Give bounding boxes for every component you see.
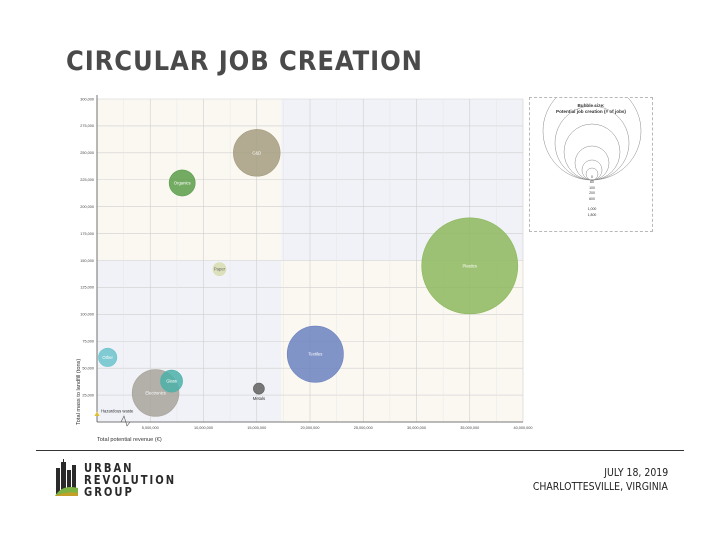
page-title: CIRCULAR JOB CREATION [66,46,423,77]
label-other: Other [102,355,113,360]
bubbles [94,129,519,417]
bubble-c-d [233,129,281,177]
urban-revolution-logo [55,459,78,496]
brand-line-group: GROUP [84,484,134,499]
axis-break-mark [120,415,131,427]
x-tick-label: 35,000,000 [460,426,479,430]
legend-subtitle: Potential job creation (# of jobs) [556,109,626,114]
x-tick-label: 40,000,000 [513,426,532,430]
tick-labels: 5,000,000 10,000,000 15,000,000 20,000,000 2… [80,97,532,430]
brand-line-revolution: REVOLUTION [84,472,177,487]
x-tick-label: 5,000,000 [142,426,159,430]
label-textiles: Textiles [308,352,322,357]
y-tick-label: 300,000 [80,97,94,101]
legend-circle-zero [591,179,593,181]
y-tick-label: 125,000 [80,286,94,290]
y-tick-label: 75,000 [82,340,94,344]
x-tick-label: 15,000,000 [247,426,266,430]
legend-value: 200 [589,191,595,195]
bubble-hazardous-waste [94,411,100,416]
bubble-size-legend: Bubble size: Potential job creation (# o… [529,97,653,232]
bubble-organics [168,169,196,197]
legend-value: 600 [589,197,595,201]
axes [96,95,523,427]
bubble-plastics [421,217,519,315]
bubble-textiles [286,325,344,383]
label-organics: Organics [174,180,191,185]
bubble-glass [160,369,183,393]
bubble-labels: Plastics Textiles C&D Electronics Organics Gl… [101,150,477,413]
footer-divider [36,450,684,451]
y-tick-label: 175,000 [80,232,94,236]
x-tick-label: 20,000,000 [300,426,319,430]
x-tick-label: 25,000,000 [354,426,373,430]
label-c-d: C&D [252,150,261,155]
legend-circle [563,123,621,181]
label-paper: Paper [214,267,226,272]
label-electronics: Electronics [145,390,165,395]
legend-value: 0 [591,175,593,179]
y-tick-label: 50,000 [82,366,94,370]
label-hazardous-waste: Hazardous waste [101,408,134,413]
label-glass: Glass [166,379,177,384]
y-tick-label: 225,000 [80,178,94,182]
legend-title: Bubble size: [577,103,605,108]
x-tick-label: 30,000,000 [407,426,426,430]
city-skyline-icon [55,459,78,496]
legend-circle [542,98,642,181]
x-axis-label: Total potential revenue (€) [97,437,162,443]
y-tick-label: 250,000 [80,151,94,155]
legend-circle [554,105,630,181]
bubble-metals [253,382,265,395]
bubble-paper [212,262,227,276]
legend-value: 60 [590,180,594,184]
legend-value: 100 [589,186,595,190]
legend-value: 1,000 [588,207,597,211]
y-tick-label: 100,000 [80,313,94,317]
label-plastics: Plastics [463,263,477,268]
presentation-date: JULY 18, 2019 [604,466,668,479]
y-tick-label: 275,000 [80,124,94,128]
y-tick-label: 150,000 [80,259,94,263]
brand-line-urban: URBAN [84,460,134,475]
y-axis-label: Total mass to landfill (tons) [76,359,82,425]
label-metals: Metals [253,396,265,401]
y-tick-label: 25,000 [82,393,94,397]
presentation-location: CHARLOTTESVILLE, VIRGINIA [532,480,668,493]
bubble-other [98,347,118,367]
x-tick-label: 10,000,000 [194,426,213,430]
legend-value: 1,800 [588,213,597,217]
y-tick-label: 200,000 [80,205,94,209]
